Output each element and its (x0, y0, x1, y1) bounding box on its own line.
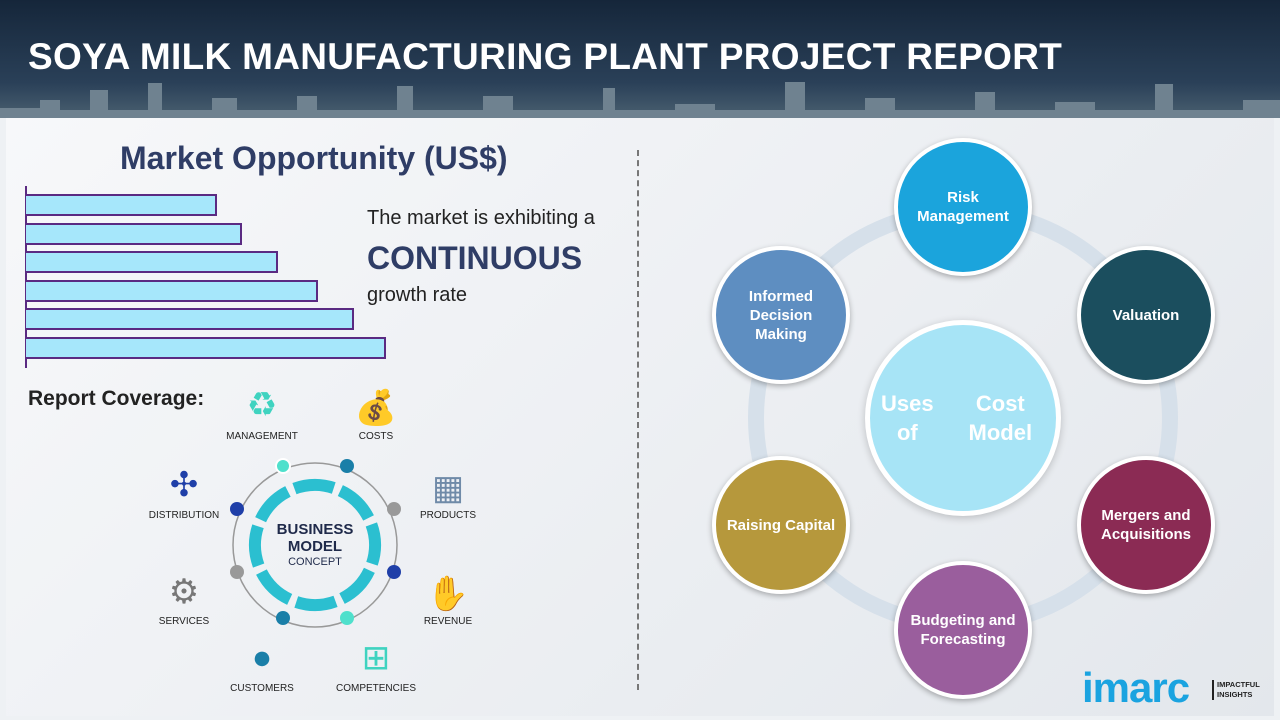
wheel-center-1: BUSINESS (277, 521, 354, 538)
business-model-wheel: BUSINESS MODEL CONCEPT (230, 458, 401, 628)
cost-model-item: Informed Decision Making (712, 246, 850, 384)
growth-bar (26, 308, 354, 330)
cost-model-item: Budgeting and Forecasting (894, 561, 1032, 699)
gears-icon: ⚙ (168, 573, 200, 611)
logo-tagline: IMPACTFUL INSIGHTS (1212, 680, 1260, 700)
tag2: INSIGHTS (1217, 690, 1253, 699)
growth-bar (26, 222, 242, 245)
growth-bar (26, 251, 278, 273)
growth-bar (26, 336, 386, 359)
cost-model-item: Mergers and Acquisitions (1077, 456, 1215, 594)
skyline-graphic (0, 82, 1280, 118)
coverage-label: DISTRIBUTION (148, 510, 220, 521)
money-bag-icon: 💰 (354, 389, 398, 427)
coverage-label: COSTS (358, 431, 394, 442)
person-icon: ● (251, 638, 273, 677)
center-line-1: Uses of (881, 391, 934, 445)
coverage-label: REVENUE (423, 616, 473, 627)
wheel-center-2: MODEL (288, 538, 342, 555)
header-banner: SOYA MILK MANUFACTURING PLANT PROJECT RE… (0, 0, 1280, 118)
market-text-1: The market is exhibiting a (367, 207, 595, 229)
cost-model-item: Raising Capital (712, 456, 850, 594)
cost-model-item: Valuation (1077, 246, 1215, 384)
bar-axis (25, 186, 27, 368)
hand-coins-icon: ✋ (426, 575, 470, 613)
page-title: SOYA MILK MANUFACTURING PLANT PROJECT RE… (28, 36, 1063, 77)
lightbulb-cycle-icon: ♻ (246, 386, 278, 424)
market-text-3: growth rate (367, 284, 468, 306)
coverage-label: MANAGEMENT (226, 431, 298, 442)
center-line-2: Cost Model (968, 391, 1033, 445)
coverage-label: SERVICES (158, 616, 210, 627)
coverage-label: COMPETENCIES (335, 683, 416, 694)
coverage-label: CUSTOMERS (230, 683, 294, 694)
network-icon: ✣ (169, 466, 199, 504)
market-title: Market Opportunity (US$) (120, 140, 508, 176)
imarc-logo: imarc (1082, 664, 1190, 711)
wheel-center-3: CONCEPT (288, 556, 342, 568)
growth-bar (26, 279, 318, 302)
tag1: IMPACTFUL (1217, 680, 1260, 689)
market-text-2: CONTINUOUS (367, 240, 583, 276)
divider (637, 150, 639, 690)
cost-model-item: Risk Management (894, 138, 1032, 276)
coverage-label: PRODUCTS (419, 510, 477, 521)
cost-model-center: Uses of Cost Model (865, 320, 1061, 516)
box-icon: ▦ (431, 469, 465, 507)
coverage-title: Report Coverage: (28, 387, 205, 410)
growth-bar (26, 194, 217, 216)
hierarchy-icon: ⊞ (361, 639, 391, 677)
